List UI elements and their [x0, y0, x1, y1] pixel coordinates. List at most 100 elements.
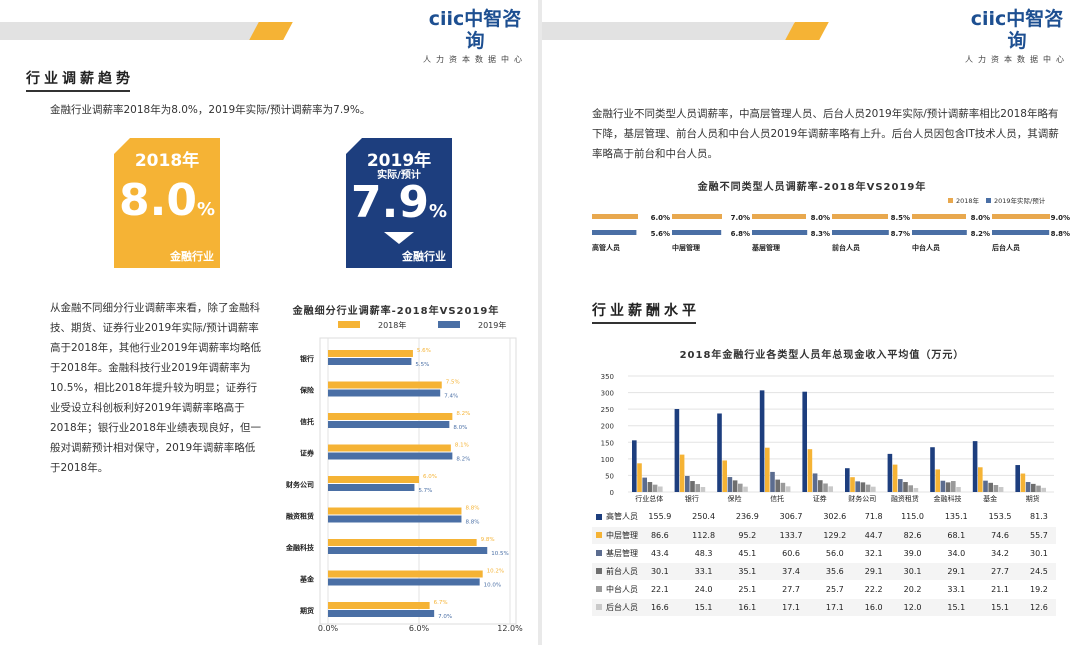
value-label: 7.4%	[444, 394, 458, 400]
table-cell: 33.1	[934, 580, 979, 599]
bar	[860, 482, 866, 492]
category-label: 财务公司	[285, 480, 314, 489]
down-arrow-icon	[384, 232, 414, 244]
category-label: 行业总体	[635, 494, 663, 502]
table-cell: 302.6	[812, 508, 857, 527]
table-cell: 27.7	[769, 580, 813, 599]
bar	[759, 390, 765, 492]
category-label: 保险	[728, 494, 742, 502]
bar	[328, 547, 488, 554]
card-2019: 2019年 实际/预计 7.9% 金融行业	[346, 138, 452, 268]
value-label: 5.5%	[415, 362, 429, 368]
value-label: 9.8%	[481, 537, 495, 543]
bar	[642, 477, 647, 492]
total-cash-chart: 0 50 100 150 200 250 300 350 行业总体 银行 保险 信托 证券 财务公司 融资租…	[601, 373, 1054, 502]
bar	[865, 484, 871, 492]
bar	[832, 214, 888, 219]
legend-swatch	[596, 513, 602, 520]
bar	[912, 214, 966, 219]
table-row: 前台人员 30.1 33.1 35.1 37.4 35.6 29.1 30.1 29.1 27.7…	[592, 562, 1056, 581]
table-cell: 16.6	[638, 598, 682, 617]
row-label-text: 高管人员	[606, 512, 638, 522]
bar	[695, 484, 700, 492]
category-label: 期货	[1026, 494, 1040, 502]
category-label: 融资租赁	[891, 494, 919, 502]
bar	[850, 477, 855, 492]
brand-logo: ciic中智咨询 人力资本数据中心	[962, 8, 1072, 65]
table-cell: 60.6	[769, 544, 813, 563]
bar	[328, 476, 419, 483]
table-cell: 29.1	[856, 562, 891, 581]
total-cash-table: 高管人员 155.9 250.4 236.9 306.7 302.6 71.8 115.0 13…	[592, 508, 1056, 617]
bar	[652, 484, 658, 492]
bar	[685, 475, 690, 492]
section-heading-trend: 行业调薪趋势	[26, 71, 134, 87]
table-cell: 15.1	[934, 598, 979, 617]
bar	[765, 447, 770, 492]
table-cell: 81.3	[1021, 508, 1056, 527]
intro-text: 金融行业调薪率2018年为8.0%，2019年实际/预计调薪率为7.9%。	[50, 104, 371, 116]
row-label: 后台人员	[592, 598, 638, 617]
category-label: 银行	[300, 354, 314, 363]
table-cell: 17.1	[812, 598, 857, 617]
value-label: 8.7%	[891, 230, 910, 238]
table-cell: 55.7	[1021, 526, 1056, 545]
table-cell: 135.1	[934, 508, 979, 527]
table-cell: 35.1	[725, 562, 770, 581]
value-label: 8.2%	[971, 230, 990, 238]
value-label: 8.1%	[455, 443, 469, 449]
card-2018-year: 2018年	[134, 151, 200, 171]
bar	[945, 482, 951, 492]
table-cell: 129.2	[812, 526, 857, 545]
logo-subtitle: 人力资本数据中心	[965, 55, 1069, 64]
table-cell: 17.1	[769, 598, 813, 617]
table-cell: 115.0	[890, 508, 935, 527]
card-2019-shape	[346, 138, 452, 268]
table-cell: 12.6	[1021, 598, 1056, 617]
category-label: 金融科技	[934, 494, 962, 502]
row-label: 前台人员	[592, 562, 638, 581]
bar	[700, 486, 706, 492]
plot-frame	[319, 337, 517, 625]
bar	[956, 486, 961, 492]
value-label: 7.5%	[446, 380, 460, 386]
category-label: 证券	[300, 449, 315, 458]
table-cell: 250.4	[681, 508, 726, 527]
table-cell: 21.1	[978, 580, 1022, 599]
table-cell: 153.5	[978, 508, 1022, 527]
table-cell: 82.6	[890, 526, 935, 545]
table-row: 中台人员 22.1 24.0 25.1 27.7 25.7 22.2 20.2 33.1 21.1…	[592, 580, 1056, 599]
bar	[328, 578, 480, 586]
bar	[908, 485, 913, 492]
category-label: 前台人员	[832, 243, 860, 252]
brand-logo: ciic中智咨询 人力资本数据中心	[420, 8, 530, 65]
bar	[722, 460, 727, 492]
row-label: 中层管理	[592, 526, 638, 545]
logo-subtitle: 人力资本数据中心	[423, 55, 527, 64]
bar	[632, 440, 637, 492]
y-tick-label: 200	[601, 423, 614, 431]
row-label-text: 前台人员	[606, 566, 638, 576]
card-2018: 2018年 8.0% 金融行业	[114, 138, 220, 268]
value-label: 6.8%	[731, 230, 750, 238]
chart1-title: 金融细分行业调薪率-2018年VS2019年	[292, 306, 500, 317]
legend-label: 2018年	[956, 196, 980, 205]
bar	[1020, 473, 1026, 492]
legend-label: 2019年	[478, 320, 506, 330]
legend-swatch	[948, 198, 953, 203]
table-row: 后台人员 16.6 15.1 16.1 17.1 17.1 16.0 12.0 15.1 15.1…	[592, 598, 1056, 617]
bar	[1031, 483, 1036, 492]
bar	[328, 610, 435, 617]
category-label: 基金	[299, 575, 315, 584]
bar	[752, 230, 808, 235]
table-cell: 33.1	[681, 562, 726, 581]
bar	[807, 449, 813, 492]
table-cell: 155.9	[638, 508, 682, 527]
value-label: 7.0%	[731, 214, 750, 222]
bar	[832, 230, 889, 235]
header-gray-bar	[0, 22, 262, 40]
bar	[855, 481, 860, 492]
table-cell: 27.7	[978, 562, 1022, 581]
category-label: 信托	[300, 417, 314, 426]
card-2019-label: 金融行业	[402, 250, 446, 263]
